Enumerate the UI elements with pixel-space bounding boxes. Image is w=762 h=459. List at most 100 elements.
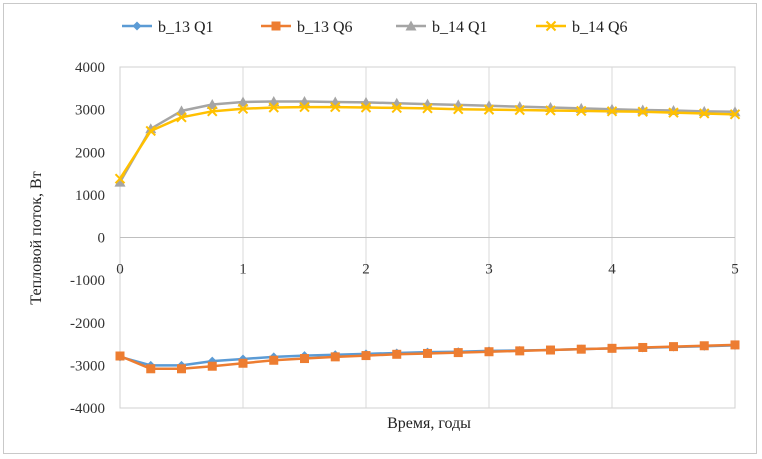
data-point	[299, 101, 310, 113]
data-point	[114, 176, 126, 187]
x-axis: 0 1 2 3 4 5	[116, 262, 739, 278]
data-point	[668, 107, 679, 118]
data-point	[238, 358, 248, 368]
data-point-stroke	[729, 109, 741, 120]
data-point	[729, 109, 741, 120]
data-point	[361, 351, 371, 361]
legend-item: b_13 Q1	[122, 19, 214, 36]
data-point	[515, 346, 525, 356]
data-point	[607, 343, 617, 353]
x-tick-label: 4	[608, 262, 616, 278]
data-point-stroke	[576, 105, 587, 117]
data-point	[360, 102, 372, 113]
data-point-stroke	[176, 112, 187, 123]
data-point	[392, 349, 402, 359]
data-point-stroke	[145, 125, 156, 137]
data-point	[237, 103, 249, 114]
data-point	[176, 105, 187, 116]
data-point	[638, 342, 648, 352]
data-point-stroke	[422, 103, 433, 114]
chart-frame	[3, 3, 757, 454]
y-tick-label: 1000	[75, 188, 105, 204]
data-point	[176, 112, 187, 123]
data-point-stroke	[114, 173, 126, 184]
data-point	[453, 103, 464, 115]
data-point	[146, 364, 156, 374]
x-tick-label: 2	[362, 262, 370, 278]
data-point-stroke	[391, 102, 402, 114]
legend-item: b_13 Q6	[261, 19, 353, 36]
data-point	[132, 21, 142, 31]
y-tick-label: 4000	[75, 60, 105, 76]
x-tick-label: 5	[731, 262, 739, 278]
legend-item: b_14 Q1	[396, 19, 488, 36]
y-tick-label: -3000	[70, 358, 105, 374]
data-point	[483, 104, 495, 115]
data-point	[330, 352, 340, 362]
series-line	[118, 105, 736, 180]
legend-label: b_14 Q1	[432, 19, 488, 36]
data-point	[405, 20, 417, 31]
legend-label: b_14 Q6	[572, 19, 628, 36]
data-point-stroke	[268, 102, 279, 113]
data-point	[576, 105, 587, 117]
y-tick-label: 2000	[75, 145, 105, 161]
x-tick-label: 0	[116, 262, 124, 278]
data-point	[699, 341, 709, 351]
data-point-stroke	[637, 106, 648, 117]
data-point	[546, 345, 555, 355]
data-point-stroke	[699, 108, 710, 119]
y-tick-label: -1000	[70, 273, 105, 289]
data-point-stroke	[330, 101, 341, 113]
data-point	[391, 102, 402, 114]
y-axis: 4000 3000 2000 1000 0 -1000 -2000 -3000 -4000	[70, 60, 735, 417]
data-point	[699, 108, 710, 119]
data-point-stroke	[514, 104, 525, 116]
y-tick-label: -4000	[70, 401, 105, 417]
series-b_13-q6	[115, 340, 740, 374]
data-point-stroke	[483, 104, 495, 115]
series-b_14-q6	[114, 101, 741, 184]
data-point	[514, 104, 525, 116]
legend: b_13 Q1 b_13 Q6 b_14 Q1 b_14 Q6	[122, 19, 628, 36]
data-point-stroke	[237, 103, 249, 114]
x-tick-label: 1	[239, 262, 247, 278]
data-point	[453, 348, 463, 358]
data-point	[606, 106, 618, 117]
data-point	[637, 106, 648, 117]
data-point	[177, 364, 186, 374]
data-point	[576, 344, 586, 354]
data-point	[271, 21, 281, 31]
data-point	[206, 99, 218, 110]
data-point-stroke	[360, 102, 372, 113]
series-group	[114, 96, 741, 374]
data-point-stroke	[299, 101, 310, 113]
x-axis-title: Время, годы	[387, 415, 471, 432]
data-point-stroke	[453, 103, 464, 115]
data-point	[268, 102, 279, 113]
data-point-stroke	[668, 107, 679, 118]
data-point	[145, 125, 156, 137]
x-tick-label: 3	[485, 262, 493, 278]
data-point	[269, 355, 279, 365]
legend-item: b_14 Q6	[536, 19, 628, 36]
legend-label: b_13 Q6	[297, 19, 353, 36]
data-point-stroke	[606, 106, 618, 117]
data-point	[207, 361, 217, 371]
data-point-stroke	[545, 20, 557, 32]
data-point	[545, 20, 557, 32]
data-point-stroke	[207, 106, 218, 117]
data-point	[484, 347, 494, 357]
data-point	[207, 106, 218, 117]
y-tick-label: -2000	[70, 316, 105, 332]
data-point	[730, 340, 740, 350]
y-tick-label: 3000	[75, 103, 105, 119]
data-point	[423, 348, 432, 358]
data-point	[330, 101, 341, 113]
y-axis-title: Тепловой поток, Вт	[28, 171, 45, 304]
data-point	[669, 342, 678, 352]
data-point-stroke	[545, 105, 556, 116]
legend-label: b_13 Q1	[158, 19, 214, 36]
data-point	[545, 105, 556, 116]
